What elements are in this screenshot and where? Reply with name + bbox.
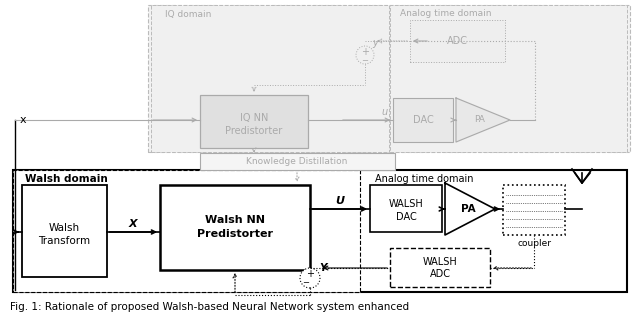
Text: WALSH: WALSH	[422, 257, 458, 267]
Bar	[151, 5, 389, 152]
Text: −: −	[362, 56, 369, 66]
Bar	[148, 5, 630, 152]
Text: +: +	[361, 47, 369, 57]
Text: Fig. 1: Rationale of proposed Walsh-based Neural Network system enhanced: Fig. 1: Rationale of proposed Walsh-base…	[10, 302, 409, 312]
Text: Predistorter: Predistorter	[225, 126, 283, 136]
Circle shape	[356, 46, 374, 64]
Text: DAC: DAC	[413, 115, 433, 125]
Circle shape	[300, 268, 320, 288]
Text: Walsh domain: Walsh domain	[25, 174, 108, 184]
Text: Walsh NN: Walsh NN	[205, 215, 265, 225]
Text: U: U	[335, 196, 344, 206]
Text: DAC: DAC	[396, 212, 417, 222]
Bar	[393, 98, 453, 142]
Bar	[160, 185, 310, 270]
Bar	[22, 185, 107, 277]
Text: +: +	[306, 269, 314, 279]
Bar	[390, 5, 627, 152]
Text: y: y	[372, 38, 378, 48]
Bar	[200, 153, 395, 170]
Text: Walsh: Walsh	[49, 223, 79, 233]
Text: Y: Y	[319, 263, 327, 273]
Text: X: X	[129, 219, 138, 229]
Bar	[13, 170, 360, 292]
Text: Analog time domain: Analog time domain	[400, 10, 492, 18]
Text: IQ domain: IQ domain	[165, 10, 211, 18]
Text: coupler: coupler	[517, 238, 551, 248]
Text: −: −	[303, 279, 310, 288]
Polygon shape	[456, 98, 510, 142]
Text: Predistorter: Predistorter	[197, 229, 273, 239]
Bar	[390, 248, 490, 287]
Text: Knowledge Distillation: Knowledge Distillation	[246, 157, 348, 166]
Text: Analog time domain: Analog time domain	[375, 174, 474, 184]
Text: u: u	[382, 107, 388, 117]
Bar	[503, 185, 565, 235]
Bar	[200, 95, 308, 148]
Text: ADC: ADC	[429, 269, 451, 279]
Text: PA: PA	[475, 115, 485, 125]
Text: ADC: ADC	[447, 36, 467, 46]
Text: x: x	[20, 115, 27, 125]
Text: PA: PA	[461, 204, 476, 214]
Bar	[410, 20, 505, 62]
Polygon shape	[445, 183, 495, 235]
Text: WALSH: WALSH	[388, 199, 424, 209]
Text: IQ NN: IQ NN	[240, 113, 268, 123]
Bar	[370, 185, 442, 232]
Text: Transform: Transform	[38, 236, 90, 246]
Bar	[13, 170, 627, 292]
